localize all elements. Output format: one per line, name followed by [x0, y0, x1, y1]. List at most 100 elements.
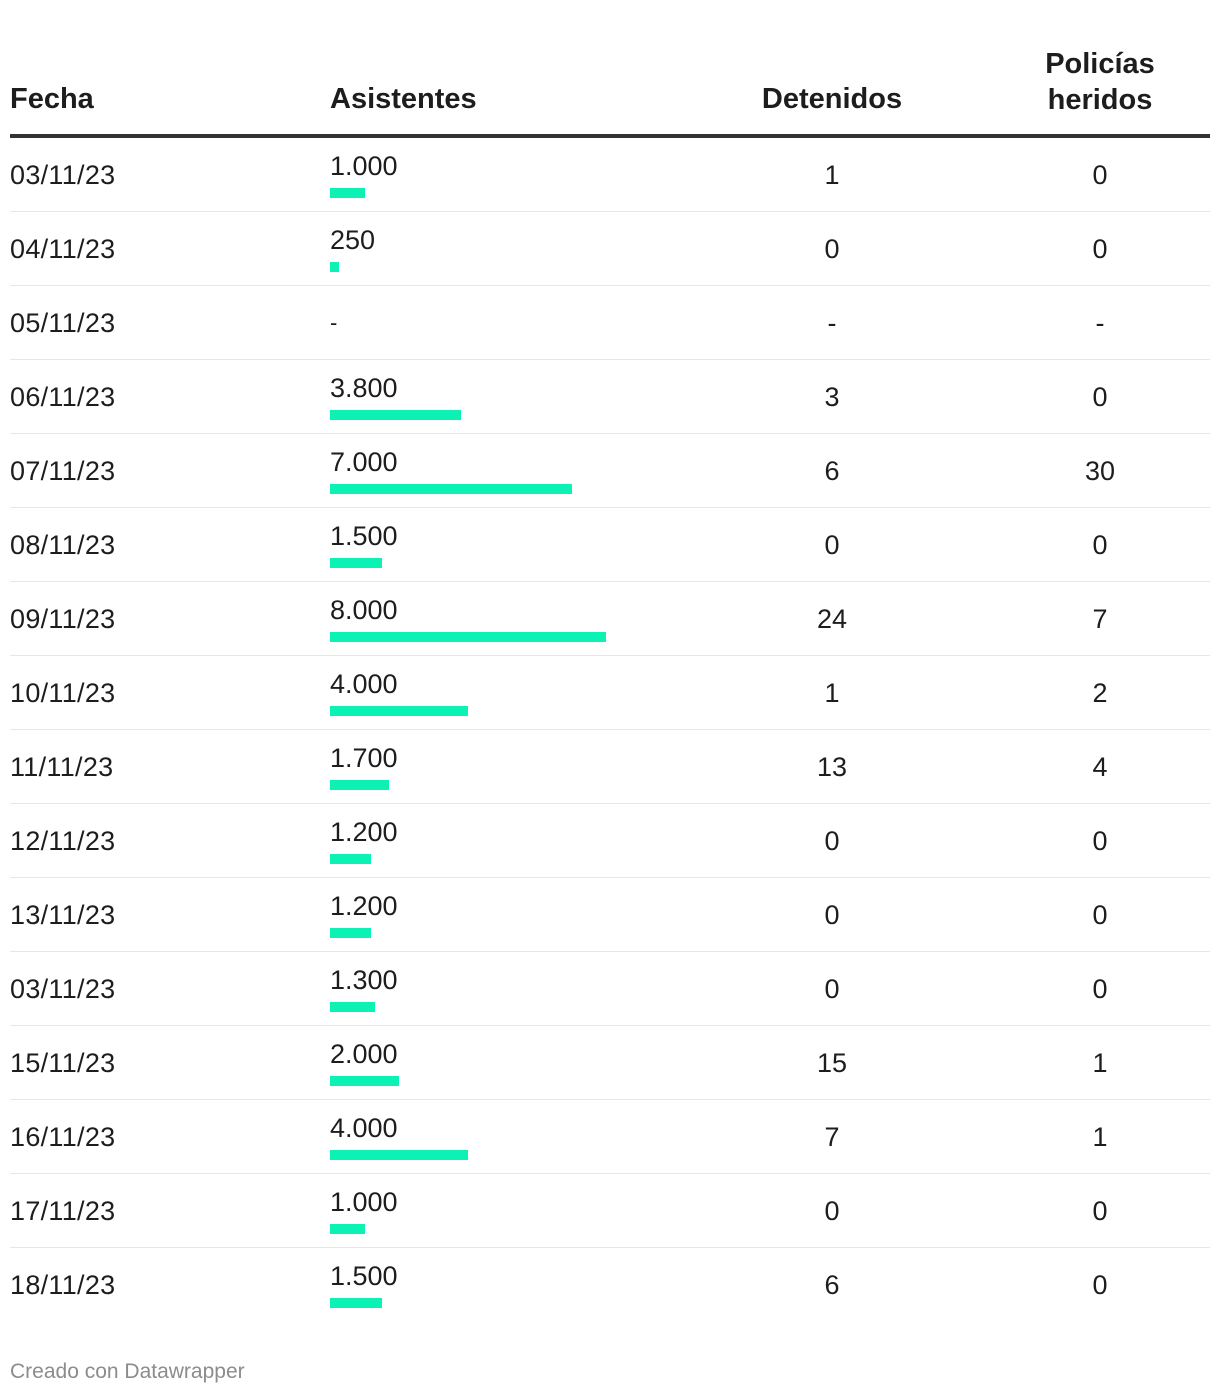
cell-policias-heridos: 0 — [1092, 530, 1108, 560]
cell-fecha: 08/11/23 — [10, 530, 116, 560]
cell-fecha: 11/11/23 — [10, 752, 114, 782]
asistentes-bar — [330, 262, 339, 272]
cell-asistentes-label: 1.500 — [330, 1261, 398, 1291]
cell-policias-heridos: 7 — [1092, 604, 1108, 634]
cell-policias-heridos: 1 — [1092, 1122, 1108, 1152]
asistentes-bar — [330, 706, 468, 716]
cell-policias-heridos: - — [1095, 308, 1105, 338]
cell-fecha: 03/11/23 — [10, 974, 116, 1004]
asistentes-bar — [330, 1076, 399, 1086]
cell-fecha: 10/11/23 — [10, 678, 116, 708]
asistentes-bar — [330, 780, 389, 790]
cell-policias-heridos: 0 — [1092, 234, 1108, 264]
cell-asistentes-label: 1.000 — [330, 151, 398, 181]
cell-fecha: 06/11/23 — [10, 382, 116, 412]
asistentes-bar — [330, 1150, 468, 1160]
cell-policias-heridos: 0 — [1092, 826, 1108, 856]
cell-fecha: 12/11/23 — [10, 826, 116, 856]
asistentes-bar — [330, 1002, 375, 1012]
cell-detenidos: 7 — [824, 1122, 840, 1152]
cell-asistentes-label: 1.000 — [330, 1187, 398, 1217]
cell-asistentes-label: 1.200 — [330, 817, 398, 847]
cell-detenidos: 1 — [824, 160, 840, 190]
cell-asistentes-label: 8.000 — [330, 595, 398, 625]
cell-asistentes-label: 1.500 — [330, 521, 398, 551]
cell-detenidos: 6 — [824, 456, 840, 486]
cell-policias-heridos: 1 — [1092, 1048, 1108, 1078]
cell-fecha: 18/11/23 — [10, 1270, 116, 1300]
cell-detenidos: - — [827, 308, 837, 338]
cell-detenidos: 6 — [824, 1270, 840, 1300]
table-row: 13/11/23 1.200 0 0 — [10, 878, 1210, 952]
cell-asistentes-label: 4.000 — [330, 1113, 398, 1143]
cell-policias-heridos: 0 — [1092, 160, 1108, 190]
cell-asistentes-label: 250 — [330, 225, 376, 255]
table-row: 15/11/23 2.000 15 1 — [10, 1026, 1210, 1100]
asistentes-bar — [330, 632, 606, 642]
cell-asistentes-label: 1.700 — [330, 743, 398, 773]
cell-fecha: 17/11/23 — [10, 1196, 116, 1226]
cell-detenidos: 0 — [824, 234, 840, 264]
cell-policias-heridos: 0 — [1092, 900, 1108, 930]
cell-policias-heridos: 4 — [1092, 752, 1108, 782]
table-row: 10/11/23 4.000 1 2 — [10, 656, 1210, 730]
cell-asistentes-label: 1.200 — [330, 891, 398, 921]
column-header-asistentes: Asistentes — [330, 83, 477, 115]
cell-asistentes-label: 2.000 — [330, 1039, 398, 1069]
cell-detenidos: 0 — [824, 530, 840, 560]
column-header-policias-line2: heridos — [1047, 84, 1153, 116]
table-row: 16/11/23 4.000 7 1 — [10, 1100, 1210, 1174]
cell-policias-heridos: 30 — [1084, 456, 1116, 486]
table-body: 03/11/23 1.000 1 0 04/11/23 250 0 0 05/11/23- - -0… — [10, 138, 1210, 1322]
cell-asistentes-label: 7.000 — [330, 447, 398, 477]
table-row: 04/11/23 250 0 0 — [10, 212, 1210, 286]
column-header-detenidos: Detenidos — [761, 83, 903, 115]
cell-detenidos: 0 — [824, 826, 840, 856]
cell-detenidos: 3 — [824, 382, 840, 412]
cell-asistentes-label: 4.000 — [330, 669, 398, 699]
cell-policias-heridos: 0 — [1092, 1270, 1108, 1300]
asistentes-bar — [330, 1224, 365, 1234]
cell-fecha: 09/11/23 — [10, 604, 116, 634]
table-row: 17/11/23 1.000 0 0 — [10, 1174, 1210, 1248]
cell-detenidos: 24 — [816, 604, 848, 634]
asistentes-bar — [330, 484, 572, 494]
asistentes-bar — [330, 188, 365, 198]
cell-detenidos: 0 — [824, 900, 840, 930]
cell-detenidos: 13 — [816, 752, 848, 782]
cell-asistentes-label: - — [330, 310, 338, 335]
asistentes-bar — [330, 928, 371, 938]
cell-detenidos: 1 — [824, 678, 840, 708]
cell-fecha: 07/11/23 — [10, 456, 116, 486]
column-header-policias-heridos: Policías heridos — [1000, 46, 1200, 118]
data-table: Fecha Asistentes Detenidos Policías heri… — [10, 0, 1210, 1322]
cell-fecha: 13/11/23 — [10, 900, 116, 930]
asistentes-bar — [330, 854, 371, 864]
table-row: 18/11/23 1.500 6 0 — [10, 1248, 1210, 1322]
table-row: 05/11/23 - - - — [10, 286, 1210, 360]
table-row: 03/11/23 1.000 1 0 — [10, 138, 1210, 212]
cell-policias-heridos: 0 — [1092, 974, 1108, 1004]
table-row: 09/11/23 8.000 24 7 — [10, 582, 1210, 656]
footer-credit: Creado con Datawrapper — [10, 1360, 245, 1383]
asistentes-bar — [330, 410, 461, 420]
asistentes-bar — [330, 1298, 382, 1308]
cell-asistentes-label: 3.800 — [330, 373, 398, 403]
cell-policias-heridos: 2 — [1092, 678, 1108, 708]
cell-fecha: 04/11/23 — [10, 234, 116, 264]
cell-fecha: 03/11/23 — [10, 160, 116, 190]
cell-policias-heridos: 0 — [1092, 1196, 1108, 1226]
cell-fecha: 05/11/23 — [10, 308, 116, 338]
table-row: 03/11/23 1.300 0 0 — [10, 952, 1210, 1026]
table-row: 12/11/23 1.200 0 0 — [10, 804, 1210, 878]
cell-policias-heridos: 0 — [1092, 382, 1108, 412]
table-row: 07/11/23 7.000 6 30 — [10, 434, 1210, 508]
cell-detenidos: 15 — [816, 1048, 848, 1078]
cell-asistentes-label: 1.300 — [330, 965, 398, 995]
table-row: 08/11/23 1.500 0 0 — [10, 508, 1210, 582]
table-row: 06/11/23 3.800 3 0 — [10, 360, 1210, 434]
cell-fecha: 15/11/23 — [10, 1048, 116, 1078]
table-row: 11/11/23 1.700 13 4 — [10, 730, 1210, 804]
column-header-fecha: Fecha — [10, 83, 94, 115]
cell-detenidos: 0 — [824, 1196, 840, 1226]
